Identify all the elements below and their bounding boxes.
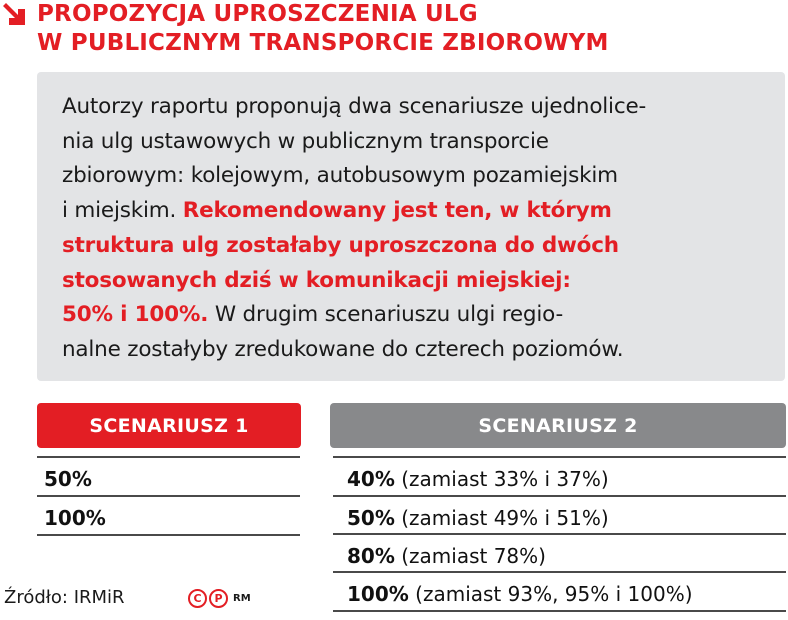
title-line-2: W PUBLICZNYM TRANSPORCIE ZBIOROWYM — [37, 30, 609, 56]
info-line: stosowanych dziś w komunikacji miejskiej… — [62, 264, 765, 299]
row-note: (zamiast 49% i 51%) — [394, 506, 609, 530]
title-line-1: PROPOZYCJA UPROSZCZENIA ULG — [37, 1, 478, 27]
divider — [37, 456, 300, 458]
row-note: (zamiast 93%, 95% i 100%) — [408, 582, 693, 606]
info-text-highlight: Rekomendowany jest ten, w którym — [182, 198, 612, 224]
info-text-highlight: stosowanych dziś w komunikacji miejskiej… — [62, 267, 571, 293]
info-line: nia ulg ustawowych w publicznym transpor… — [62, 125, 765, 160]
info-line: struktura ulg zostałaby uproszczona do d… — [62, 229, 765, 264]
divider — [37, 534, 300, 536]
info-line: nalne zostałyby zredukowane do czterech … — [62, 333, 765, 368]
divider — [333, 456, 786, 458]
scenario-2-row: 50% (zamiast 49% i 51%) — [347, 506, 609, 530]
scenario-2-row: 40% (zamiast 33% i 37%) — [347, 467, 609, 491]
info-text-normal: zbiorowym: kolejowym, autobusowym pozami… — [62, 163, 618, 189]
info-line: 50% i 100%. W drugim scenariuszu ulgi re… — [62, 298, 765, 333]
info-text-normal: nia ulg ustawowych w publicznym transpor… — [62, 128, 549, 154]
source-credit: Źródło: IRMiR — [4, 587, 125, 608]
copyright-marks: C P RM — [188, 589, 251, 608]
scenario-1-row: 100% — [44, 506, 106, 530]
scenario-2-row: 80% (zamiast 78%) — [347, 544, 546, 568]
divider — [333, 533, 786, 535]
copyright-rm: RM — [233, 593, 251, 604]
scenario-1-label: SCENARIUSZ 1 — [89, 414, 249, 437]
info-text: Autorzy raportu proponują dwa scenariusz… — [62, 90, 765, 368]
scenario-1-row: 50% — [44, 467, 92, 491]
scenario-1-header: SCENARIUSZ 1 — [37, 403, 301, 448]
scenario-2-header: SCENARIUSZ 2 — [330, 403, 786, 448]
info-text-normal: i miejskim. — [62, 198, 183, 224]
row-value: 100% — [44, 506, 106, 530]
row-value: 50% — [44, 467, 92, 491]
phonogram-icon: P — [209, 589, 228, 608]
scenario-2-row: 100% (zamiast 93%, 95% i 100%) — [347, 582, 693, 606]
row-value: 80% — [347, 544, 395, 568]
divider — [333, 571, 786, 573]
info-line: i miejskim. Rekomendowany jest ten, w kt… — [62, 194, 765, 229]
divider — [37, 495, 300, 497]
info-text-normal: nalne zostałyby zredukowane do czterech … — [62, 336, 624, 362]
info-box: Autorzy raportu proponują dwa scenariusz… — [37, 72, 785, 381]
copyright-icon: C — [188, 589, 207, 608]
scenario-2-label: SCENARIUSZ 2 — [478, 414, 638, 437]
info-line: zbiorowym: kolejowym, autobusowym pozami… — [62, 159, 765, 194]
row-note: (zamiast 33% i 37%) — [394, 467, 609, 491]
row-note: (zamiast 78%) — [394, 544, 546, 568]
info-text-normal: W drugim scenariuszu ulgi regio- — [208, 302, 564, 328]
divider — [333, 495, 786, 497]
info-text-highlight: struktura ulg zostałaby uproszczona do d… — [62, 232, 619, 258]
row-value: 50% — [347, 506, 395, 530]
info-line: Autorzy raportu proponują dwa scenariusz… — [62, 90, 765, 125]
arrow-down-right-icon — [3, 3, 25, 25]
info-text-normal: Autorzy raportu proponują dwa scenariusz… — [62, 94, 647, 119]
divider — [333, 610, 786, 612]
row-value: 100% — [347, 582, 409, 606]
info-text-highlight: 50% i 100%. — [62, 302, 209, 328]
page-title: PROPOZYCJA UPROSZCZENIA ULG W PUBLICZNYM… — [37, 0, 609, 58]
row-value: 40% — [347, 467, 395, 491]
